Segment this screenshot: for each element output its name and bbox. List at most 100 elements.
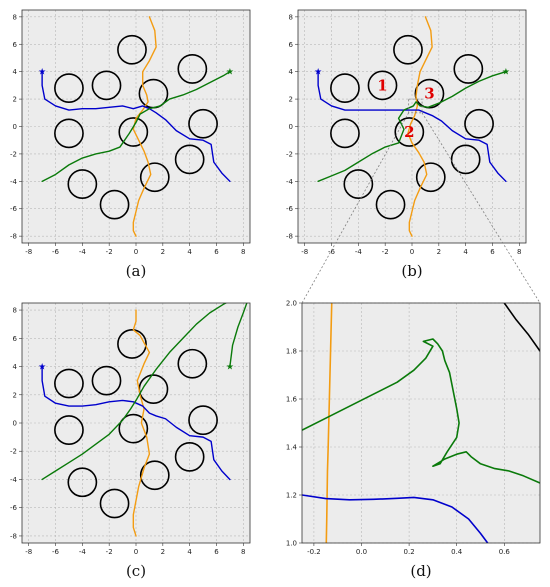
panel-b-obstacle-labels: 1 2 3 bbox=[377, 76, 434, 141]
obstacle-circle bbox=[450, 144, 481, 175]
x-tick-label: 6 bbox=[214, 548, 219, 556]
panel-c-series bbox=[41, 303, 248, 537]
obstacle-circle bbox=[188, 405, 218, 436]
y-tick-label: 1.4 bbox=[286, 444, 298, 452]
y-tick-label: 4 bbox=[289, 68, 294, 76]
panel-b-frame bbox=[297, 9, 527, 244]
start-marker-green: ★ bbox=[502, 68, 510, 78]
zoom-box bbox=[408, 98, 423, 114]
panel-c-caption: (c) bbox=[126, 562, 146, 580]
y-tick-label: -8 bbox=[286, 233, 293, 241]
y-tick-label: -6 bbox=[10, 205, 18, 213]
x-tick-label: 0 bbox=[134, 248, 138, 256]
panel-c-markers: ★ ★ bbox=[38, 363, 234, 373]
y-tick-label: 1.2 bbox=[286, 492, 297, 500]
zoom-line-right bbox=[421, 112, 541, 304]
obstacle-circle bbox=[174, 441, 205, 472]
obstacle-circle bbox=[118, 117, 149, 147]
y-tick-label: 2 bbox=[13, 391, 17, 399]
y-tick-label: -2 bbox=[10, 448, 17, 456]
x-tick-label: 4 bbox=[187, 248, 192, 256]
start-marker-green: ★ bbox=[226, 68, 234, 78]
y-tick-label: 6 bbox=[289, 41, 294, 49]
x-tick-label: 2 bbox=[437, 248, 441, 256]
x-tick-label: -0.2 bbox=[307, 548, 321, 556]
y-tick-label: 0 bbox=[13, 123, 17, 131]
panel-b-caption: (b) bbox=[401, 262, 422, 280]
obstacle-circle bbox=[67, 169, 98, 199]
y-tick-label: 0 bbox=[13, 420, 17, 428]
obstacle-circle bbox=[139, 162, 170, 193]
y-tick-label: 6 bbox=[13, 41, 18, 49]
series-line-blue bbox=[41, 70, 231, 183]
x-tick-label: 4 bbox=[187, 548, 192, 556]
y-tick-label: 8 bbox=[13, 307, 17, 315]
y-tick-label: 4 bbox=[13, 363, 18, 371]
obstacle-circle bbox=[177, 348, 208, 379]
panel-a-series bbox=[41, 16, 231, 237]
panel-a-frame bbox=[21, 9, 251, 244]
panel-d-series bbox=[302, 303, 540, 543]
y-tick-label: -8 bbox=[10, 233, 17, 241]
y-tick-label: -2 bbox=[10, 150, 17, 158]
series-line-orange bbox=[407, 16, 433, 237]
obstacle-label: 2 bbox=[404, 123, 414, 141]
panel-a-ticks: -8 -6 -4 -2 0 2 4 6 8 -8 -6 -4 -2 0 2 4 6 8 bbox=[10, 13, 246, 256]
obstacle-circle bbox=[117, 34, 147, 65]
y-tick-label: -4 bbox=[286, 178, 294, 186]
y-tick-label: 2.0 bbox=[286, 300, 297, 308]
x-tick-label: -4 bbox=[355, 248, 363, 256]
series-line-blue bbox=[41, 365, 231, 481]
x-tick-label: 0 bbox=[410, 248, 414, 256]
obstacle-circle bbox=[415, 162, 446, 193]
series-line-orange bbox=[132, 309, 151, 537]
start-marker-blue: ★ bbox=[314, 68, 322, 78]
series-line-blue bbox=[302, 494, 489, 543]
obstacle-circle bbox=[139, 460, 170, 491]
panel-a-markers: ★ ★ bbox=[38, 68, 234, 78]
obstacle-circle bbox=[54, 73, 84, 104]
y-tick-label: -2 bbox=[286, 150, 293, 158]
series-line-green bbox=[229, 303, 248, 368]
y-tick-label: -6 bbox=[286, 205, 294, 213]
start-marker-green: ★ bbox=[226, 363, 234, 373]
y-tick-label: 0 bbox=[289, 123, 293, 131]
zoom-connector bbox=[301, 98, 541, 304]
x-tick-label: 0.2 bbox=[404, 548, 415, 556]
panel-b-markers: ★ ★ bbox=[314, 68, 510, 78]
panel-a-caption: (a) bbox=[126, 262, 147, 280]
y-tick-label: 4 bbox=[13, 68, 18, 76]
series-line-obstacle bbox=[503, 303, 540, 352]
x-tick-label: -2 bbox=[106, 248, 113, 256]
obstacle-label: 1 bbox=[377, 76, 387, 94]
series-line-green bbox=[41, 303, 228, 481]
x-tick-label: -2 bbox=[382, 248, 389, 256]
x-tick-label: -6 bbox=[52, 248, 60, 256]
y-tick-label: 6 bbox=[13, 335, 18, 343]
x-tick-label: 4 bbox=[463, 248, 468, 256]
obstacle-circle bbox=[393, 34, 423, 65]
panel-c-frame bbox=[21, 302, 251, 544]
obstacle-circle bbox=[91, 365, 122, 396]
x-tick-label: 8 bbox=[241, 548, 245, 556]
x-tick-label: -8 bbox=[25, 548, 32, 556]
y-tick-label: -4 bbox=[10, 178, 18, 186]
panel-d-caption: (d) bbox=[410, 562, 431, 580]
series-line-orange bbox=[325, 303, 333, 543]
x-tick-label: -2 bbox=[106, 548, 113, 556]
x-tick-label: 6 bbox=[214, 248, 219, 256]
y-tick-label: 8 bbox=[13, 13, 17, 21]
x-tick-label: 8 bbox=[241, 248, 245, 256]
obstacle-circle bbox=[177, 54, 208, 84]
y-tick-label: 1.8 bbox=[286, 348, 297, 356]
panel-b-obstacles bbox=[330, 34, 494, 220]
panel-d-background bbox=[302, 303, 540, 543]
obstacle-circle bbox=[464, 108, 494, 139]
series-line-orange bbox=[132, 16, 157, 237]
obstacle-circle bbox=[99, 189, 130, 220]
y-tick-label: 2 bbox=[289, 96, 293, 104]
